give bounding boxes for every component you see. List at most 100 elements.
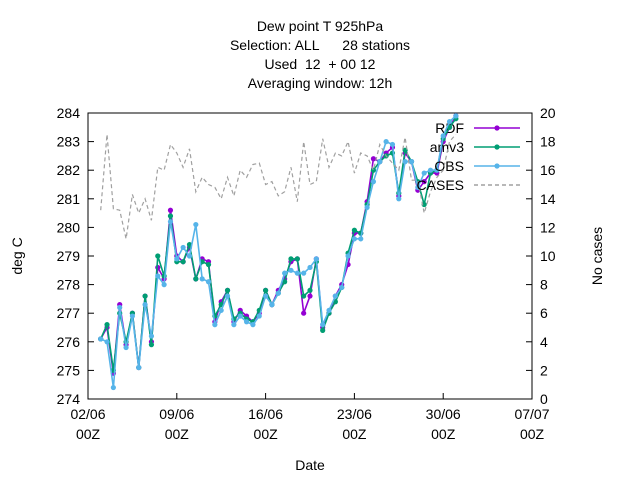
- y2-tick-label: 6: [540, 305, 548, 321]
- data-point: [104, 339, 110, 345]
- data-point: [167, 213, 174, 219]
- y-tick-label: 280: [57, 219, 81, 235]
- data-point: [453, 113, 459, 119]
- data-point: [117, 304, 123, 311]
- data-point: [148, 333, 155, 339]
- data-point: [326, 307, 332, 313]
- data-point: [180, 259, 186, 265]
- y2-tick-label: 8: [540, 277, 548, 293]
- data-point: [320, 322, 326, 328]
- data-point: [351, 236, 357, 242]
- data-point: [358, 236, 364, 242]
- y-tick-label: 283: [57, 134, 81, 150]
- data-point: [243, 319, 250, 325]
- data-point: [396, 196, 402, 202]
- data-point: [212, 322, 218, 328]
- x-tick-label-line: 02/06: [70, 406, 105, 422]
- y2-tick-label: 4: [540, 334, 548, 350]
- data-point: [148, 342, 155, 348]
- legend-marker: [494, 125, 500, 131]
- data-point: [263, 293, 269, 299]
- legend-marker: [494, 144, 500, 150]
- y-tick-label: 277: [57, 305, 81, 321]
- data-point: [301, 270, 307, 276]
- data-point: [421, 179, 427, 185]
- data-point: [123, 344, 129, 351]
- x-tick-label-line: 00Z: [520, 426, 545, 442]
- data-point: [129, 313, 135, 319]
- y-tick-label: 279: [57, 248, 81, 264]
- data-point: [313, 256, 319, 262]
- x-tick-label: 02/06 00Z: [70, 406, 105, 442]
- data-point: [307, 293, 313, 299]
- data-point: [320, 327, 326, 333]
- data-point: [256, 313, 262, 319]
- y2-tick-label: 14: [540, 191, 556, 207]
- series-line: [100, 134, 457, 239]
- y-axis-label: deg C: [9, 237, 25, 274]
- data-point: [205, 279, 212, 285]
- x-axis-label: Date: [295, 457, 325, 473]
- data-point: [142, 302, 148, 308]
- x-tick-label-line: 00Z: [254, 426, 279, 442]
- x-tick-label: 09/06 00Z: [159, 406, 194, 442]
- data-point: [440, 133, 446, 139]
- data-point: [104, 322, 110, 328]
- y2-tick-label: 0: [540, 391, 548, 407]
- data-point: [174, 256, 180, 262]
- data-point: [98, 336, 104, 342]
- y2-tick-label: 18: [540, 134, 556, 150]
- data-point: [402, 159, 408, 165]
- y-tick-label: 275: [57, 362, 81, 378]
- data-point: [155, 273, 161, 279]
- y-tick-label: 278: [57, 277, 81, 293]
- data-point: [383, 139, 389, 145]
- data-point: [237, 313, 243, 319]
- x-tick-label: 07/07 00Z: [514, 406, 549, 442]
- data-point: [180, 244, 186, 251]
- data-point: [193, 221, 199, 228]
- data-point: [294, 256, 300, 262]
- data-point: [370, 167, 377, 173]
- y-tick-label: 276: [57, 334, 81, 350]
- x-tick-label: 30/06 00Z: [426, 406, 461, 442]
- chart-title: Used 12 + 00 12: [265, 56, 376, 72]
- data-point: [446, 118, 453, 125]
- x-tick-label-line: 23/06: [337, 406, 372, 422]
- legend-label: OBS: [434, 158, 464, 174]
- y2-tick-label: 10: [540, 248, 556, 264]
- x-tick-label-line: 16/06: [248, 406, 283, 422]
- data-point: [288, 267, 294, 273]
- y2-tick-label: 2: [540, 362, 548, 378]
- x-tick-label-line: 00Z: [76, 426, 101, 442]
- data-point: [301, 310, 307, 316]
- x-tick-label-line: 00Z: [342, 426, 367, 442]
- data-point: [269, 302, 275, 308]
- data-point: [408, 159, 415, 165]
- data-point: [364, 204, 370, 210]
- chart-title: Selection: ALL 28 stations: [230, 37, 410, 53]
- data-point: [288, 256, 294, 262]
- y2-tick-label: 20: [540, 105, 556, 121]
- data-point: [224, 293, 231, 299]
- data-point: [421, 170, 427, 176]
- data-point: [339, 284, 345, 291]
- data-point: [427, 167, 434, 173]
- x-tick-label-line: 00Z: [431, 426, 456, 442]
- legend-marker: [494, 163, 500, 169]
- y2-tick-label: 16: [540, 162, 556, 178]
- x-tick-label: 23/06 00Z: [337, 406, 372, 442]
- chart-title: Averaging window: 12h: [248, 75, 393, 91]
- x-tick-label: 16/06 00Z: [248, 406, 283, 442]
- data-point: [332, 293, 338, 299]
- data-point: [224, 287, 231, 293]
- x-tick-label-line: 09/06: [159, 406, 194, 422]
- x-tick-label-line: 30/06: [426, 406, 461, 422]
- data-point: [345, 253, 351, 259]
- y-tick-label: 282: [57, 162, 81, 178]
- data-point: [161, 282, 167, 288]
- legend-label: amv3: [430, 139, 464, 155]
- data-point: [250, 322, 256, 328]
